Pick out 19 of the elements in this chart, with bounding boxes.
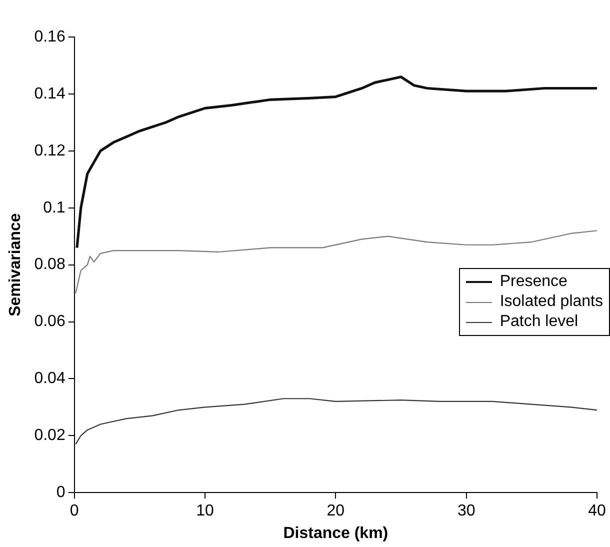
x-tick-label: 40: [588, 502, 606, 520]
x-tick-label: 30: [457, 502, 476, 520]
y-tick-label: 0.04: [34, 370, 66, 388]
y-tick-label: 0.14: [34, 85, 66, 102]
x-tick-label: 10: [196, 502, 214, 520]
x-tick-label: 0: [70, 502, 79, 520]
y-tick-label: 0: [56, 484, 66, 502]
y-tick-label: 0.08: [34, 256, 66, 274]
y-tick-label: 0.02: [34, 427, 66, 444]
y-axis-title: Semivariance: [7, 213, 24, 316]
y-tick-label: 0.1: [43, 199, 66, 216]
x-axis-title: Distance (km): [283, 524, 388, 542]
x-tick-label: 20: [326, 502, 345, 520]
y-tick-label: 0.12: [34, 142, 66, 160]
legend-label: Patch level: [500, 312, 578, 332]
legend-label: Presence: [500, 272, 568, 292]
y-tick-label: 0.06: [34, 313, 66, 330]
y-tick-label: 0.16: [34, 28, 66, 46]
legend-label: Isolated plants: [500, 292, 603, 312]
